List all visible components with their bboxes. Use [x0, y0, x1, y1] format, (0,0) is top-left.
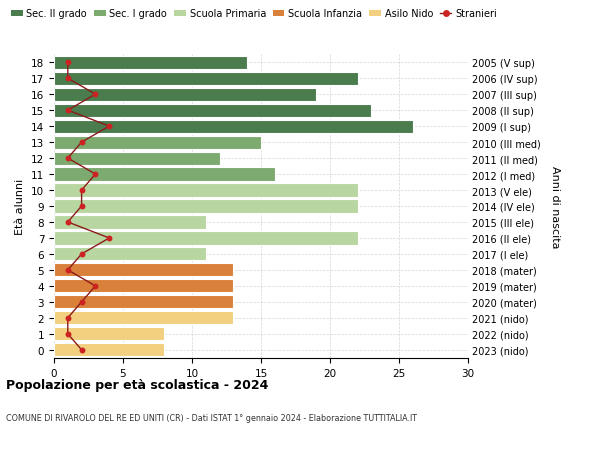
- Point: [63, 267, 73, 274]
- Y-axis label: Età alunni: Età alunni: [16, 179, 25, 235]
- Bar: [54, 343, 164, 357]
- Bar: [54, 216, 206, 229]
- Point: [63, 59, 73, 67]
- Bar: [54, 136, 261, 149]
- Point: [63, 107, 73, 115]
- Bar: [54, 73, 358, 85]
- Point: [91, 91, 100, 99]
- Bar: [54, 280, 233, 293]
- Point: [77, 251, 86, 258]
- Bar: [54, 328, 164, 341]
- Point: [104, 235, 114, 242]
- Bar: [54, 248, 206, 261]
- Point: [77, 187, 86, 194]
- Point: [91, 283, 100, 290]
- Point: [77, 347, 86, 354]
- Point: [63, 314, 73, 322]
- Bar: [54, 89, 316, 101]
- Point: [77, 298, 86, 306]
- Point: [63, 219, 73, 226]
- Point: [63, 330, 73, 338]
- Bar: [54, 296, 233, 309]
- Bar: [54, 104, 371, 118]
- Point: [63, 75, 73, 83]
- Bar: [54, 152, 220, 165]
- Bar: [54, 312, 233, 325]
- Text: COMUNE DI RIVAROLO DEL RE ED UNITI (CR) - Dati ISTAT 1° gennaio 2024 - Elaborazi: COMUNE DI RIVAROLO DEL RE ED UNITI (CR) …: [6, 413, 417, 422]
- Bar: [54, 168, 275, 181]
- Bar: [54, 56, 247, 70]
- Point: [91, 171, 100, 179]
- Legend: Sec. II grado, Sec. I grado, Scuola Primaria, Scuola Infanzia, Asilo Nido, Stran: Sec. II grado, Sec. I grado, Scuola Prim…: [11, 10, 497, 19]
- Bar: [54, 232, 358, 245]
- Point: [104, 123, 114, 130]
- Bar: [54, 200, 358, 213]
- Point: [63, 155, 73, 162]
- Point: [77, 203, 86, 210]
- Y-axis label: Anni di nascita: Anni di nascita: [550, 165, 560, 248]
- Point: [77, 139, 86, 146]
- Bar: [54, 120, 413, 134]
- Text: Popolazione per età scolastica - 2024: Popolazione per età scolastica - 2024: [6, 379, 268, 392]
- Bar: [54, 184, 358, 197]
- Bar: [54, 264, 233, 277]
